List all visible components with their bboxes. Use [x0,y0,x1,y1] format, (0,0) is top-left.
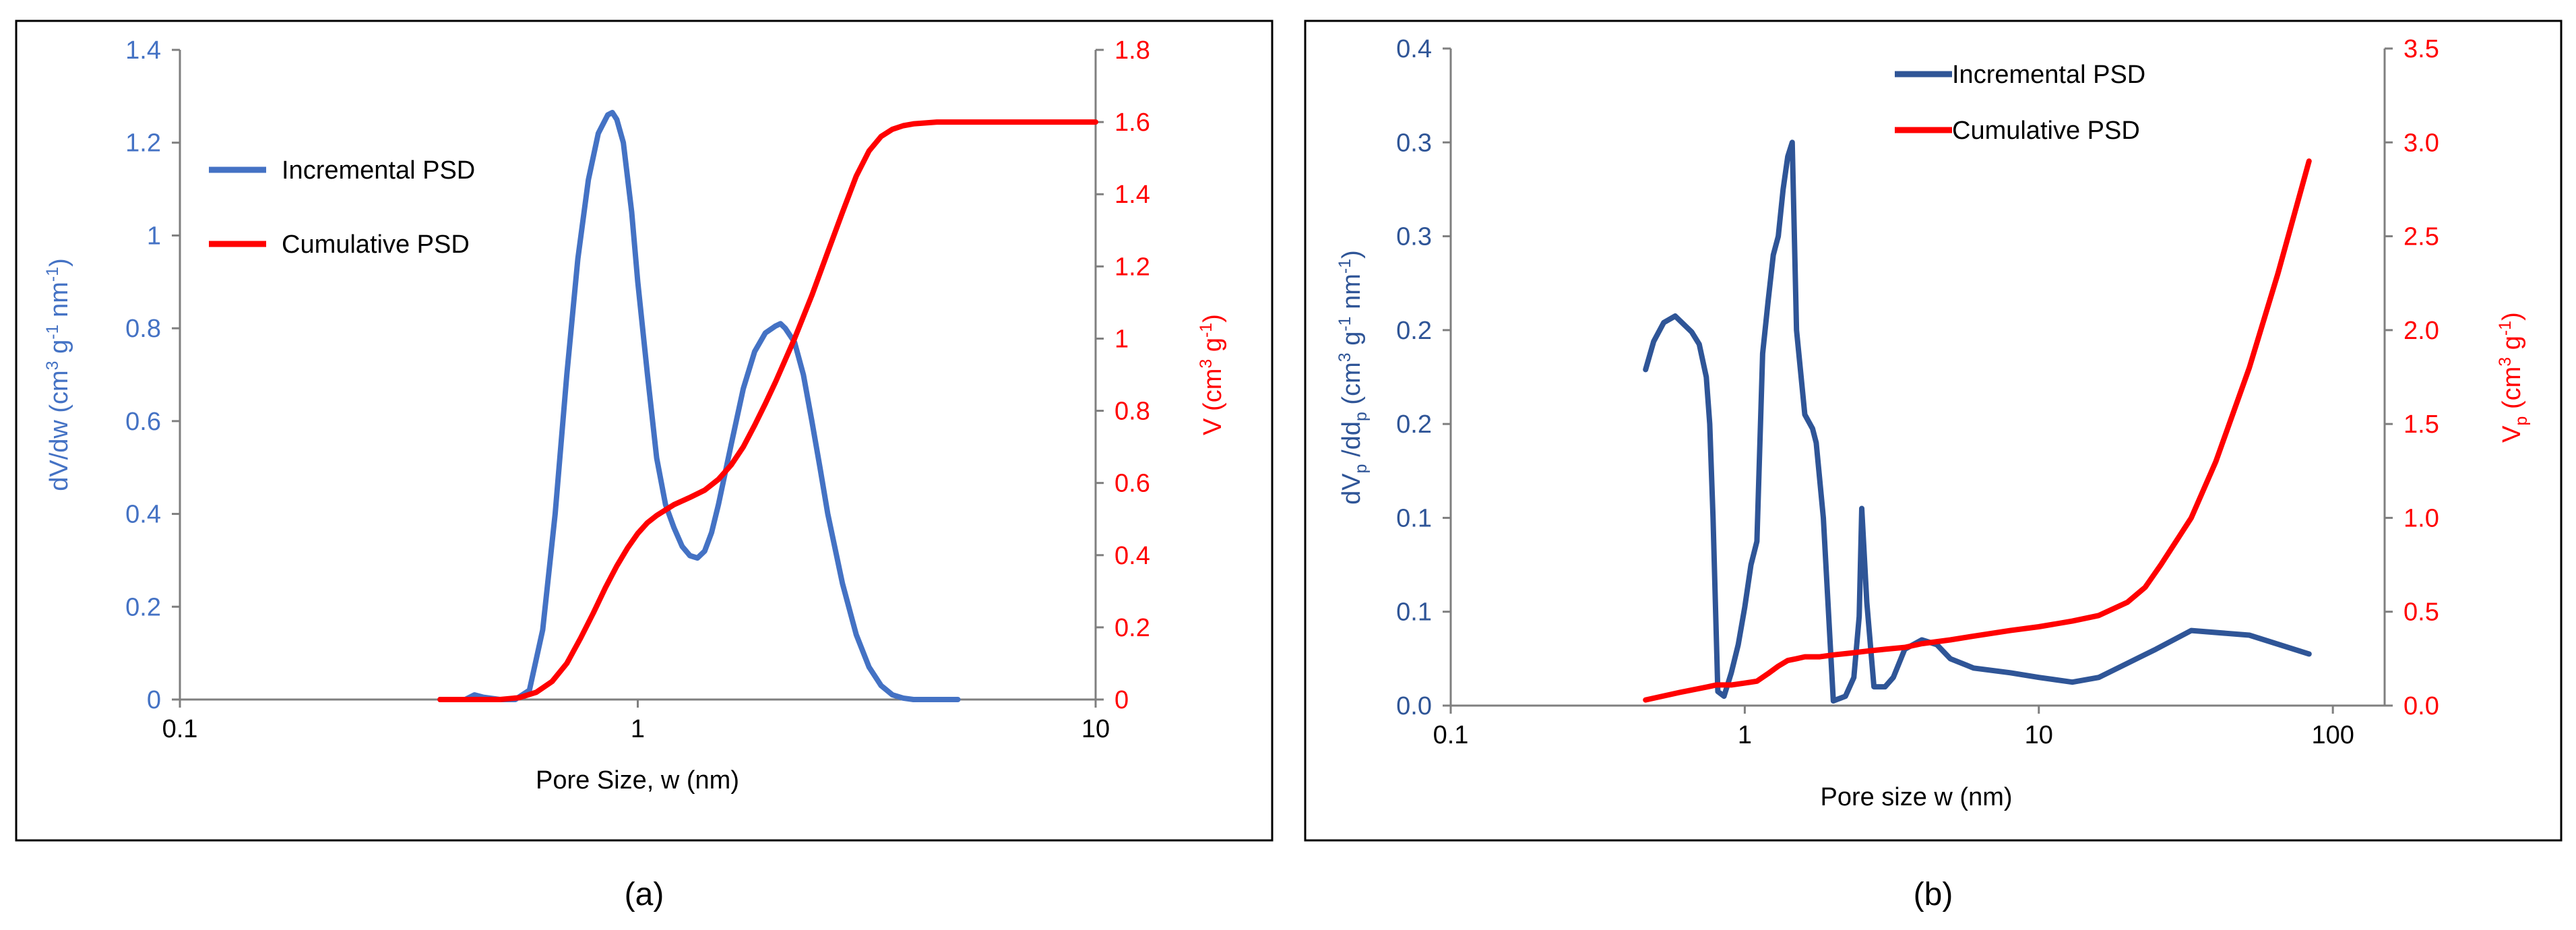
left-y-tick-label: 0.3 [1396,223,1432,251]
left-y-tick-label: 0.1 [1396,598,1432,627]
x-tick-label: 0.1 [1433,721,1469,749]
panel-a-legend-label-incremental: Incremental PSD [282,156,475,185]
left-y-tick-label: 1.2 [125,129,161,158]
right-y-tick-label: 3.5 [2404,35,2439,63]
panel-b-x-axis-label: Pore size w (nm) [1820,783,2012,811]
panel-a-left-y-ticks: 0 0.2 0.4 0.6 0.8 1 1.2 1.4 [125,36,180,714]
right-y-tick-label: 0.4 [1114,542,1150,570]
panel-b-left-y-axis-label: dVp /ddp (cm3 g-1 nm-1) [1336,250,1371,505]
panel-b-legend: Incremental PSD Cumulative PSD [1895,61,2145,145]
panel-a: 0.1 1 10 0 0.2 0.4 0.6 0.8 1 1.2 1.4 0 0.2 0.4 0.6 0.… [15,20,1274,842]
right-y-tick-label: 0.5 [2404,598,2439,627]
panel-b-x-ticks: 0.1 1 10 100 [1433,706,2354,749]
right-y-tick-label: 0.6 [1114,470,1150,498]
series-line-cumulative [437,119,1098,702]
right-y-tick-label: 1.2 [1114,253,1150,281]
left-y-tick-label: 1 [147,222,161,250]
left-y-tick-label: 0.2 [1396,317,1432,345]
panel-b-legend-label-cumulative: Cumulative PSD [1952,117,2140,145]
right-y-tick-label: 0.8 [1114,398,1150,426]
right-y-tick-label: 1.6 [1114,108,1150,137]
right-y-tick-label: 1 [1114,325,1129,353]
panel-b-series [1643,140,2312,704]
x-tick-label: 10 [2025,721,2053,749]
panel-b-right-y-axis-label: Vp (cm3 g-1) [2496,312,2531,443]
left-y-tick-label: 1.4 [125,36,161,65]
right-y-tick-label: 0.0 [2404,692,2439,720]
left-y-tick-label: 0 [147,686,161,714]
left-y-tick-label: 0.8 [125,315,161,343]
panel-b: 0.1 1 10 100 0.00.10.10.20.20.30.30.4 0.00.… [1304,20,2563,842]
right-y-tick-label: 1.4 [1114,181,1150,209]
panel-a-right-y-ticks: 0 0.2 0.4 0.6 0.8 1 1.2 1.4 1.6 1.8 [1096,36,1150,714]
left-y-tick-label: 0.2 [1396,410,1432,439]
right-y-tick-label: 2.0 [2404,317,2439,345]
x-tick-label: 100 [2311,721,2354,749]
panel-b-caption: (b) [1914,877,1953,912]
panel-a-x-axis-label: Pore Size, w (nm) [536,766,739,795]
x-tick-label: 0.1 [162,715,198,743]
right-y-tick-label: 2.5 [2404,223,2439,251]
panel-b-left-y-ticks: 0.0 0.1 0.1 0.2 0.2 0.3 0.3 0.4 [1396,35,1451,720]
x-tick-label: 1 [631,715,645,743]
panel-a-x-ticks: 0.1 1 10 [162,700,1110,743]
series-line-cumulative [1643,158,2312,703]
left-y-tick-label: 0.3 [1396,129,1432,157]
panel-b-frame [1304,20,2563,842]
left-y-tick-label: 0.2 [125,593,161,621]
left-y-tick-label: 0.4 [1396,35,1432,63]
panel-a-left-y-axis-label: dV/dw (cm3 g-1 nm-1) [43,258,73,491]
panel-a-caption: (a) [625,877,664,912]
series-line-incremental [1643,140,2312,704]
series-line-incremental [437,110,961,702]
left-y-tick-label: 0.6 [125,408,161,436]
right-y-tick-label: 1.8 [1114,36,1150,65]
right-y-tick-label: 3.0 [2404,129,2439,157]
panel-a-right-y-axis-label: V (cm3 g-1) [1197,314,1227,435]
panel-a-legend: Incremental PSD Cumulative PSD [209,156,475,259]
panel-a-legend-label-cumulative: Cumulative PSD [282,230,470,259]
panel-a-series [437,110,1098,702]
left-y-tick-label: 0.4 [125,501,161,529]
panel-b-right-y-ticks: 0.0 0.5 1.0 1.5 2.0 2.5 3.0 3.5 [2385,35,2439,720]
right-y-tick-label: 1.0 [2404,504,2439,532]
left-y-tick-label: 0.1 [1396,504,1432,532]
x-tick-label: 1 [1738,721,1752,749]
x-tick-label: 10 [1081,715,1110,743]
panel-a-frame [15,20,1274,842]
left-y-tick-label: 0.0 [1396,692,1432,720]
right-y-tick-label: 0 [1114,686,1129,714]
right-y-tick-label: 1.5 [2404,410,2439,439]
panel-b-legend-label-incremental: Incremental PSD [1952,61,2145,89]
right-y-tick-label: 0.2 [1114,614,1150,642]
